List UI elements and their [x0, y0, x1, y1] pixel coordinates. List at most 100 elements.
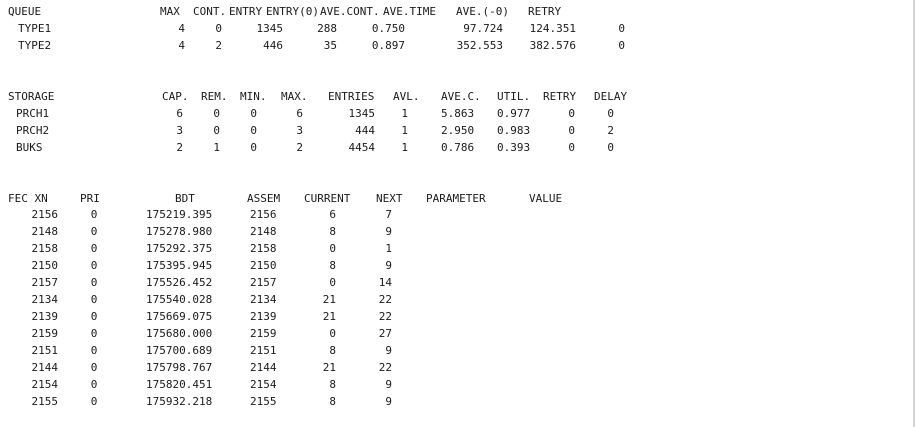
- queue-column-header: ENTRY: [229, 5, 263, 18]
- fec-table-cell: 0: [90, 259, 98, 272]
- storage-table-cell: 0: [607, 141, 614, 154]
- storage-table-cell: 2.950: [441, 124, 475, 137]
- fec-table-cell: 0: [90, 225, 98, 238]
- fec-table-cell: 9: [385, 395, 392, 408]
- queue-table-cell: 0: [215, 22, 222, 35]
- storage-table-cell: 0: [250, 107, 257, 120]
- fec-table-cell: 175820.451: [146, 378, 213, 391]
- storage-column-header: DELAY: [594, 90, 628, 103]
- storage-table-cell: PRCH2: [16, 124, 50, 137]
- storage-column-header: MIN.: [240, 90, 267, 103]
- storage-table-cell: 2: [176, 141, 183, 154]
- storage-table-cell: 0: [568, 107, 575, 120]
- fec-table-cell: 0: [90, 395, 98, 408]
- queue-column-header: MAX: [160, 5, 180, 18]
- fec-table-cell: 2148: [250, 225, 277, 238]
- fec-column-header: PRI: [80, 192, 100, 205]
- fec-table-cell: 8: [329, 344, 336, 357]
- storage-table-cell: 1: [213, 141, 220, 154]
- storage-table-cell: BUKS: [16, 141, 43, 154]
- fec-table-cell: 2159: [250, 327, 277, 340]
- fec-table-cell: 14: [378, 276, 392, 289]
- fec-table-cell: 2148: [31, 225, 59, 238]
- fec-column-header: BDT: [175, 192, 195, 205]
- fec-table-cell: 2134: [250, 293, 277, 306]
- fec-table-cell: 2154: [31, 378, 59, 391]
- fec-table-cell: 2150: [31, 259, 59, 272]
- fec-table-cell: 9: [385, 259, 392, 272]
- queue-table-cell: 352.553: [456, 39, 503, 52]
- storage-table-cell: 0: [250, 124, 257, 137]
- fec-column-header: PARAMETER: [426, 192, 486, 205]
- queue-table-cell: 2: [215, 39, 222, 52]
- queue-column-header: AVE.CONT.: [320, 5, 380, 18]
- queue-table-cell: 288: [317, 22, 337, 35]
- storage-table-cell: 0.393: [497, 141, 531, 154]
- fec-table-cell: 175395.945: [146, 259, 213, 272]
- fec-table-cell: 2157: [31, 276, 59, 289]
- scrollbar-edge[interactable]: [913, 0, 915, 427]
- fec-table-cell: 27: [378, 327, 392, 340]
- fec-table-cell: 2150: [250, 259, 277, 272]
- fec-table-cell: 0: [90, 361, 98, 374]
- fec-table-cell: 0: [90, 378, 98, 391]
- storage-table-cell: 6: [176, 107, 183, 120]
- queue-table-cell: 0: [618, 22, 625, 35]
- queue-column-header: QUEUE: [8, 5, 42, 18]
- storage-table-cell: 0.977: [497, 107, 531, 120]
- fec-table-cell: 0: [90, 310, 98, 323]
- fec-column-header: NEXT: [376, 192, 403, 205]
- storage-table-cell: 0: [213, 107, 220, 120]
- fec-table-cell: 2156: [250, 208, 277, 221]
- queue-table-cell: TYPE2: [18, 39, 52, 52]
- fec-table-cell: 2139: [250, 310, 277, 323]
- storage-table-cell: 0: [607, 107, 614, 120]
- queue-table-cell: 4: [178, 22, 185, 35]
- queue-column-header: CONT.: [193, 5, 227, 18]
- fec-column-header: VALUE: [529, 192, 563, 205]
- storage-table-cell: PRCH1: [16, 107, 50, 120]
- fec-table-cell: 9: [385, 344, 392, 357]
- fec-table-cell: 0: [329, 276, 336, 289]
- queue-table-cell: 1345: [256, 22, 284, 35]
- fec-table-cell: 175700.689: [146, 344, 213, 357]
- fec-table-cell: 175278.980: [146, 225, 213, 238]
- queue-column-header: AVE.(-0): [456, 5, 509, 18]
- fec-table-cell: 175798.767: [146, 361, 213, 374]
- fec-table-cell: 2151: [250, 344, 277, 357]
- storage-table-cell: 1: [401, 107, 408, 120]
- fec-table-cell: 0: [329, 242, 336, 255]
- fec-column-header: ASSEM: [247, 192, 281, 205]
- storage-column-header: UTIL.: [497, 90, 531, 103]
- fec-table-cell: 9: [385, 378, 392, 391]
- storage-table-cell: 0: [568, 124, 575, 137]
- storage-column-header: REM.: [201, 90, 228, 103]
- fec-table-cell: 175219.395: [146, 208, 213, 221]
- storage-column-header: STORAGE: [8, 90, 55, 103]
- fec-table-cell: 2155: [31, 395, 59, 408]
- fec-table-cell: 22: [378, 293, 392, 306]
- queue-table-cell: 97.724: [463, 22, 503, 35]
- queue-table-cell: 446: [263, 39, 283, 52]
- fec-table-cell: 8: [329, 259, 336, 272]
- fec-table-cell: 21: [322, 310, 336, 323]
- fec-table-cell: 21: [322, 361, 336, 374]
- fec-table-cell: 2154: [250, 378, 277, 391]
- fec-table-cell: 2159: [31, 327, 59, 340]
- fec-table-cell: 2157: [250, 276, 277, 289]
- storage-column-header: AVL.: [393, 90, 420, 103]
- fec-table-cell: 2139: [31, 310, 59, 323]
- fec-table-cell: 0: [90, 242, 98, 255]
- fec-table-cell: 8: [329, 395, 336, 408]
- fec-table-cell: 175540.028: [146, 293, 213, 306]
- fec-table-cell: 175680.000: [146, 327, 213, 340]
- fec-table-cell: 7: [385, 208, 392, 221]
- fec-table-cell: 9: [385, 225, 392, 238]
- storage-column-header: MAX.: [281, 90, 308, 103]
- queue-table-cell: 0: [618, 39, 625, 52]
- storage-table-cell: 1345: [348, 107, 376, 120]
- fec-column-header: CURRENT: [304, 192, 351, 205]
- queue-table-cell: 124.351: [529, 22, 576, 35]
- storage-table-cell: 2: [296, 141, 303, 154]
